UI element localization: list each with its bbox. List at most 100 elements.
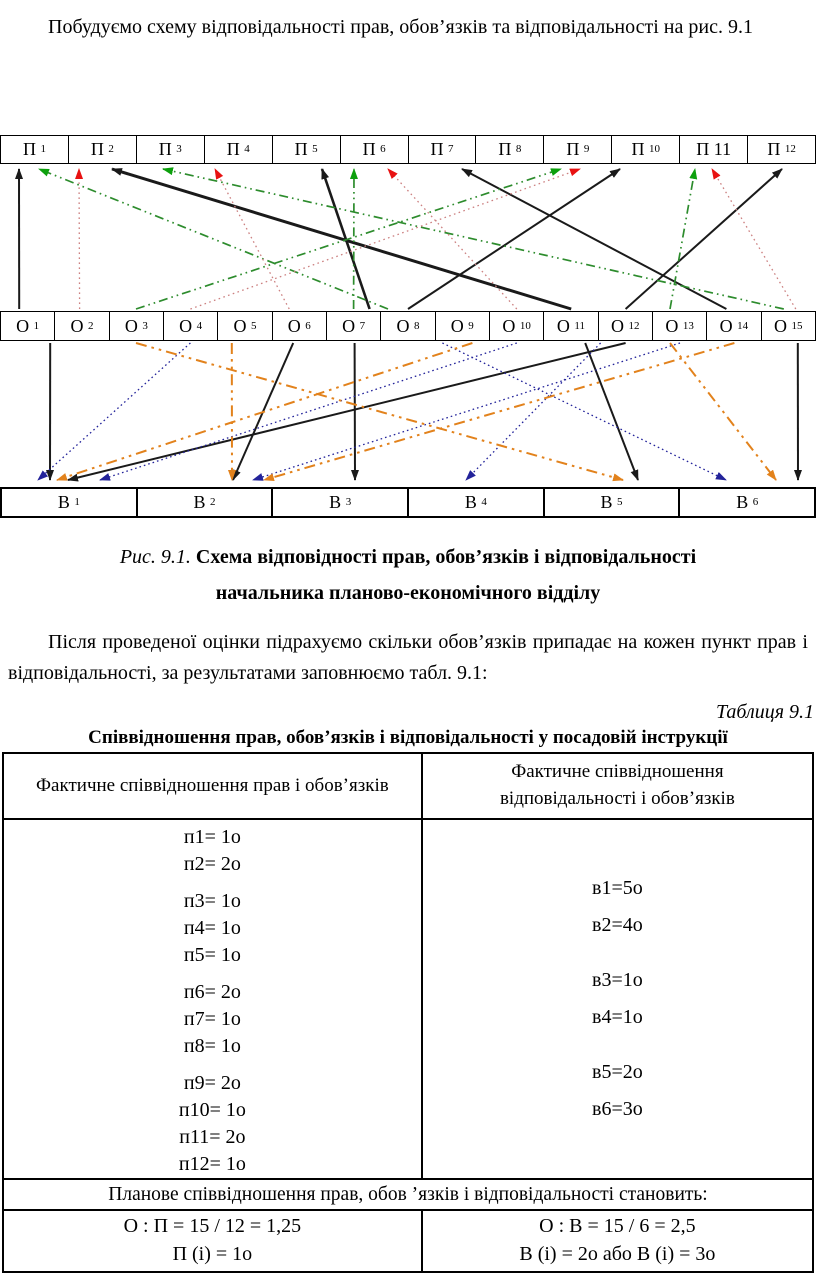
figure-number: Рис. 9.1.: [120, 546, 191, 568]
green-connection-line: [163, 169, 784, 309]
table-header-row: Фактичне співвідношення прав і обов’язкі…: [3, 753, 813, 819]
planned-ratio-left-line: П (і) = 1о: [4, 1240, 421, 1268]
intro-paragraph: Побудуємо схему відповідальності прав, о…: [0, 0, 816, 43]
duty-box: О 3: [110, 311, 164, 341]
orange-connection-line: [670, 343, 776, 480]
red-connection-line: [79, 169, 80, 309]
rights-ratio-value: п1= 1о: [184, 824, 241, 851]
right-box: П 1: [0, 135, 69, 164]
blue-connection-line: [466, 343, 601, 480]
blue-connection-line: [442, 343, 726, 480]
duty-box: О 14: [707, 311, 761, 341]
planned-ratio-right-line: В (і) = 2о або В (і) = 3о: [423, 1240, 812, 1268]
blue-connection-line: [38, 343, 190, 480]
orange-connection-line: [136, 343, 623, 480]
responsibility-box: В 1: [0, 487, 138, 518]
duty-box: О 4: [164, 311, 218, 341]
duty-box: О 15: [762, 311, 816, 341]
rights-ratio-value: п3= 1о: [184, 888, 241, 915]
rights-ratio-value: п7= 1о: [184, 1006, 241, 1033]
rights-ratio-value: п5= 1о: [184, 942, 241, 969]
table-caption: Таблиця 9.1: [0, 701, 816, 724]
resp-ratio-value: в4=1о: [592, 999, 643, 1036]
responsibility-box: В 4: [409, 487, 545, 518]
black-connection-line: [626, 169, 782, 309]
rights-ratio-value: п8= 1о: [184, 1033, 241, 1060]
green-connection-line: [39, 169, 388, 309]
red-connection-line: [712, 169, 796, 309]
table-footer-band-row: Планове співвідношення прав, обов ’язків…: [3, 1179, 813, 1210]
red-connection-line: [190, 169, 580, 309]
right-box: П 4: [205, 135, 273, 164]
right-box: П 7: [409, 135, 477, 164]
duty-box: О 13: [653, 311, 707, 341]
resp-ratio-value: в5=2о: [592, 1054, 643, 1091]
orange-connection-line: [57, 343, 472, 480]
planned-ratio-label: Планове співвідношення прав, обов ’язків…: [3, 1179, 813, 1210]
right-box: П 8: [476, 135, 544, 164]
document-page: { "intro": "Побудуємо схему відповідальн…: [0, 0, 816, 1233]
resp-ratio-value: в2=4о: [592, 907, 643, 944]
figure-caption-line2: начальника планово-економічного відділу: [0, 575, 816, 611]
resp-ratio-value: в6=3о: [592, 1091, 643, 1128]
right-box: П 10: [612, 135, 680, 164]
duty-box: О 12: [599, 311, 653, 341]
duty-box: О 6: [273, 311, 327, 341]
responsibility-box: В 5: [545, 487, 681, 518]
black-connection-line: [408, 169, 620, 309]
duty-box: О 1: [0, 311, 55, 341]
red-connection-line: [215, 169, 289, 309]
orange-connection-line: [264, 343, 734, 480]
duty-box: О 7: [327, 311, 381, 341]
responsibility-box: В 6: [680, 487, 816, 518]
duty-box: О 11: [544, 311, 598, 341]
resp-ratio-value: в1=5о: [592, 870, 643, 907]
blue-connection-line: [100, 343, 517, 480]
responsibility-box: В 3: [273, 487, 409, 518]
duty-box: О 10: [490, 311, 544, 341]
right-box: П 5: [273, 135, 341, 164]
table-title: Співвідношення прав, обов’язків і відпов…: [0, 726, 816, 750]
responsibility-box: В 2: [138, 487, 274, 518]
rights-ratio-value: п10= 1о: [179, 1097, 246, 1124]
blue-connection-line: [253, 343, 680, 480]
duty-box: О 9: [436, 311, 490, 341]
right-box: П 11: [680, 135, 748, 164]
green-connection-line: [670, 169, 695, 309]
rights-ratio-value: п11= 2о: [179, 1124, 246, 1151]
rights-ratio-value: п9= 2о: [179, 1070, 246, 1097]
planned-ratio-right-line: О : В = 15 / 6 = 2,5: [423, 1212, 812, 1240]
right-box: П 9: [544, 135, 612, 164]
body-paragraph: Після проведеної оцінки підрахуємо скіль…: [0, 627, 816, 689]
right-box: П 3: [137, 135, 205, 164]
right-box: П 12: [748, 135, 816, 164]
duty-box: О 2: [55, 311, 109, 341]
rights-ratio-value: п4= 1о: [184, 915, 241, 942]
rights-ratio-value: п2= 2о: [184, 851, 241, 878]
planned-ratio-left-line: О : П = 15 / 12 = 1,25: [4, 1212, 421, 1240]
duty-box: О 5: [218, 311, 272, 341]
black-connection-line: [585, 343, 638, 480]
ratio-table: Фактичне співвідношення прав і обов’язкі…: [2, 752, 814, 1273]
col2-header: Фактичне співвідношення відповідальності…: [422, 753, 813, 819]
col1-header: Фактичне співвідношення прав і обов’язкі…: [3, 753, 422, 819]
right-box: П 6: [341, 135, 409, 164]
resp-ratio-value: в3=1о: [592, 962, 643, 999]
diagram-connections-svg: [0, 47, 816, 521]
